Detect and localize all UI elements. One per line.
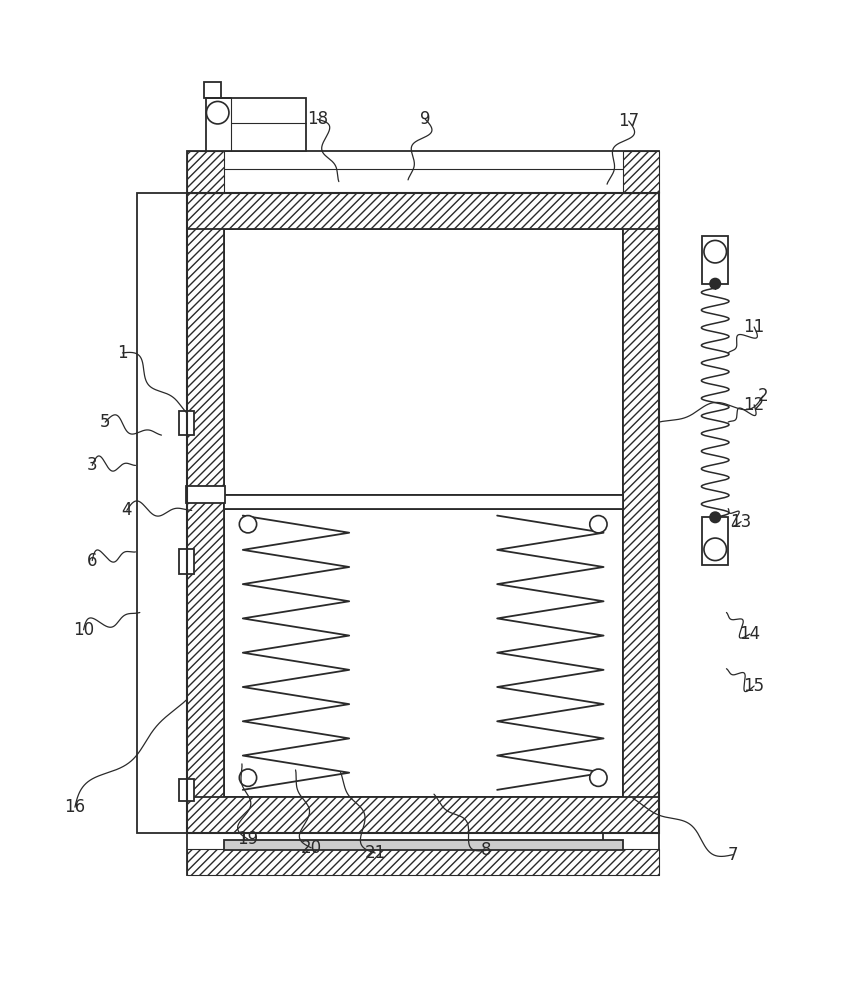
Text: 6: 6 xyxy=(87,552,97,570)
Text: 18: 18 xyxy=(306,110,328,128)
Bar xyxy=(187,833,244,875)
Text: 2: 2 xyxy=(758,387,768,405)
Bar xyxy=(187,193,659,833)
Text: 4: 4 xyxy=(122,501,132,519)
Circle shape xyxy=(240,769,257,786)
Circle shape xyxy=(589,516,607,533)
Bar xyxy=(187,151,224,193)
Text: 9: 9 xyxy=(420,110,431,128)
Bar xyxy=(602,833,659,875)
Circle shape xyxy=(207,101,229,124)
Bar xyxy=(179,411,194,435)
Text: 12: 12 xyxy=(744,396,765,414)
Text: 19: 19 xyxy=(238,830,259,848)
Bar xyxy=(186,486,225,503)
Bar xyxy=(622,151,659,193)
Text: 3: 3 xyxy=(87,456,97,474)
Bar xyxy=(187,151,659,193)
Bar xyxy=(224,509,622,797)
Bar xyxy=(224,840,622,850)
Circle shape xyxy=(710,279,720,289)
Text: 1: 1 xyxy=(117,344,128,362)
Bar xyxy=(187,849,659,875)
Text: 16: 16 xyxy=(64,798,85,816)
Text: 17: 17 xyxy=(618,112,639,130)
Text: 8: 8 xyxy=(481,841,491,859)
Circle shape xyxy=(704,538,727,561)
Bar xyxy=(224,495,622,509)
Bar xyxy=(187,193,224,833)
Text: 20: 20 xyxy=(300,839,322,857)
Bar xyxy=(207,98,306,151)
Bar xyxy=(622,193,659,833)
Bar xyxy=(224,229,622,495)
Bar xyxy=(179,779,194,801)
Text: 10: 10 xyxy=(73,621,94,639)
Bar xyxy=(187,193,659,229)
Circle shape xyxy=(240,516,257,533)
Bar xyxy=(137,193,187,833)
Text: 13: 13 xyxy=(731,513,752,531)
Circle shape xyxy=(704,240,727,263)
Circle shape xyxy=(589,769,607,786)
Circle shape xyxy=(710,512,720,522)
Text: 7: 7 xyxy=(727,846,738,864)
Bar xyxy=(204,82,221,98)
Text: 11: 11 xyxy=(744,318,765,336)
Bar xyxy=(187,797,659,833)
Bar xyxy=(702,236,728,284)
Text: 5: 5 xyxy=(100,413,110,431)
Bar xyxy=(179,549,194,574)
Bar xyxy=(702,517,728,565)
Text: 15: 15 xyxy=(744,677,765,695)
Text: 14: 14 xyxy=(740,625,760,643)
Text: 21: 21 xyxy=(365,844,385,862)
